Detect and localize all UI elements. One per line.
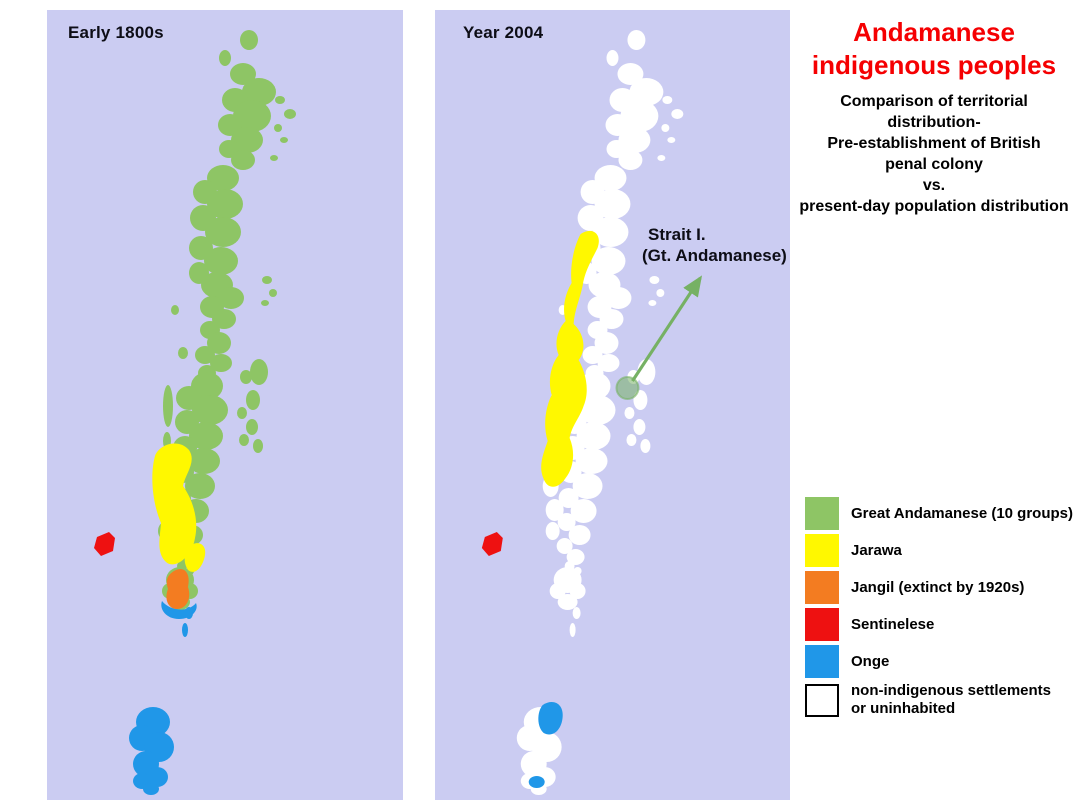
map-label-early-1800s: Early 1800s: [68, 23, 164, 42]
legend-label-line-1: non-indigenous settlements: [851, 682, 1052, 699]
onge-reserve-south: [528, 776, 545, 788]
legend-swatch-jarawa: [805, 534, 839, 567]
slide-title: Andamanese indigenous peoples: [788, 16, 1080, 82]
legend-swatch-sentinelese: [805, 608, 839, 641]
legend-label: Onge: [851, 652, 890, 670]
legend-label: non-indigenous settlements or uninhabite…: [839, 682, 1051, 718]
legend-label-line-2: or uninhabited: [851, 700, 956, 717]
annotation-line-1: Strait I.: [648, 225, 706, 244]
legend: Great Andamanese (10 groups) Jarawa Jang…: [805, 497, 1080, 722]
map-label-year-2004: Year 2004: [463, 23, 544, 42]
legend-swatch-non-indigenous: [805, 683, 839, 717]
jarawa-reserve: [541, 230, 599, 487]
subtitle-line: vs.: [922, 177, 946, 194]
jarawa-territory-main: [152, 443, 197, 565]
legend-item-great-andamanese: Great Andamanese (10 groups): [805, 497, 1080, 530]
map-year-2004: Year 2004 Strait I. (Gt. Andamanese): [435, 10, 790, 800]
title-line-2: indigenous peoples: [811, 50, 1057, 80]
legend-swatch-jangil: [805, 571, 839, 604]
onge-reserve-northeast: [538, 702, 563, 735]
subtitle-line: present-day population distribution: [799, 198, 1069, 215]
slide-subtitle: Comparison of territorial distribution- …: [788, 91, 1080, 217]
present-landmass: [542, 30, 684, 610]
legend-label: Jangil (extinct by 1920s): [851, 578, 1025, 596]
annotation-line-2: (Gt. Andamanese): [642, 246, 787, 265]
cinque-islands: [569, 607, 581, 637]
subtitle-line: penal colony: [885, 156, 983, 173]
strait-island-annotation: Strait I. (Gt. Andamanese): [642, 224, 787, 266]
legend-item-jangil: Jangil (extinct by 1920s): [805, 571, 1080, 604]
legend-item-onge: Onge: [805, 645, 1080, 678]
legend-label: Jarawa: [851, 541, 902, 559]
map-early-1800s: Early 1800s: [47, 10, 403, 800]
strait-island-marker: [615, 376, 640, 400]
legend-item-non-indigenous: non-indigenous settlements or uninhabite…: [805, 682, 1080, 718]
legend-swatch-onge: [805, 645, 839, 678]
subtitle-line: Comparison of territorial: [840, 93, 1028, 110]
onge-little-andaman: [129, 707, 174, 795]
sentinelese-island-2004: [481, 532, 503, 556]
title-line-1: Andamanese: [853, 17, 1015, 47]
annotation-arrow: [631, 275, 703, 382]
present-map-graphic: [481, 30, 703, 795]
jangil-territory: [166, 568, 190, 609]
subtitle-line: Pre-establishment of British: [827, 135, 1041, 152]
historic-map-graphic: [94, 30, 296, 795]
subtitle-line: distribution-: [887, 114, 981, 131]
legend-swatch-great-andamanese: [805, 497, 839, 530]
legend-item-sentinelese: Sentinelese: [805, 608, 1080, 641]
sentinelese-island: [94, 532, 115, 556]
jarawa-territory-east: [184, 543, 206, 572]
legend-item-jarawa: Jarawa: [805, 534, 1080, 567]
header-block: Andamanese indigenous peoples Comparison…: [788, 16, 1080, 217]
onge-rutland-strip: [161, 601, 197, 619]
legend-label: Great Andamanese (10 groups): [851, 504, 1074, 522]
legend-label: Sentinelese: [851, 615, 935, 633]
